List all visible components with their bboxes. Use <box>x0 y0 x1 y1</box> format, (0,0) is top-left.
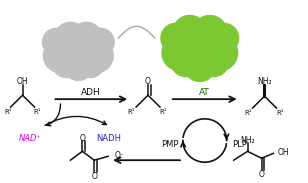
Text: NAD⁺: NAD⁺ <box>19 134 42 143</box>
Circle shape <box>43 28 71 56</box>
Text: O⁻: O⁻ <box>114 151 124 160</box>
Text: R¹: R¹ <box>4 109 11 115</box>
Circle shape <box>161 23 191 53</box>
Text: OH: OH <box>278 148 289 157</box>
Circle shape <box>173 16 207 49</box>
Circle shape <box>209 23 239 53</box>
Circle shape <box>76 50 104 77</box>
Text: NADH: NADH <box>96 134 121 143</box>
Text: O: O <box>79 134 85 143</box>
Text: PLP: PLP <box>232 140 247 149</box>
Text: NH₂: NH₂ <box>257 77 272 86</box>
Text: R¹: R¹ <box>159 109 167 115</box>
Circle shape <box>199 47 229 76</box>
Text: ADH: ADH <box>81 88 101 97</box>
Text: PMP: PMP <box>161 140 179 149</box>
Circle shape <box>193 16 227 49</box>
Circle shape <box>43 39 77 73</box>
Circle shape <box>162 35 198 71</box>
Text: O: O <box>91 172 97 182</box>
Circle shape <box>202 35 237 71</box>
Circle shape <box>63 51 93 81</box>
Circle shape <box>71 22 102 54</box>
Circle shape <box>184 50 216 81</box>
Circle shape <box>56 30 100 74</box>
Text: R¹: R¹ <box>245 110 252 116</box>
Circle shape <box>86 28 114 56</box>
Text: R¹: R¹ <box>277 110 284 116</box>
Circle shape <box>176 24 224 72</box>
Text: NH₂: NH₂ <box>240 136 255 145</box>
Circle shape <box>55 22 86 54</box>
Text: O: O <box>259 171 265 180</box>
Text: R¹: R¹ <box>127 109 135 115</box>
Text: R¹: R¹ <box>34 109 41 115</box>
Text: AT: AT <box>199 88 210 97</box>
Text: O: O <box>145 77 151 86</box>
Circle shape <box>79 39 113 73</box>
Circle shape <box>171 47 201 76</box>
Text: OH: OH <box>17 77 28 86</box>
Circle shape <box>52 50 80 77</box>
